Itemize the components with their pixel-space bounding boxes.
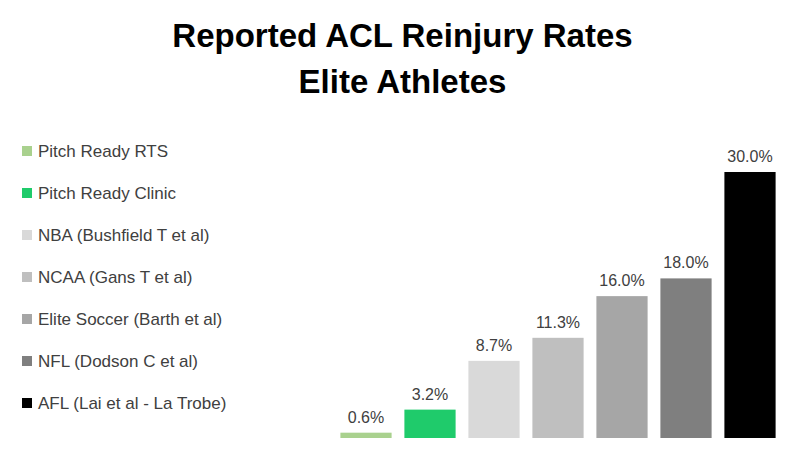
- legend-item: NBA (Bushfield T et al): [22, 226, 209, 245]
- legend: Pitch Ready RTS Pitch Ready Clinic NBA (Bu…: [22, 142, 226, 413]
- legend-label: Pitch Ready RTS: [38, 142, 168, 161]
- chart: Reported ACL Reinjury RatesElite Athlete…: [0, 0, 805, 454]
- legend-item: Pitch Ready Clinic: [22, 184, 176, 203]
- data-label: 11.3%: [536, 314, 580, 331]
- legend-swatch: [22, 356, 32, 366]
- bar: [724, 172, 775, 438]
- title: Reported ACL Reinjury RatesElite Athlete…: [172, 17, 632, 100]
- bar: [532, 338, 583, 438]
- legend-item: Pitch Ready RTS: [22, 142, 168, 161]
- legend-swatch: [22, 272, 32, 282]
- bar: [596, 296, 647, 438]
- data-labels: 0.6% 3.2% 8.7% 11.3% 16.0% 18.0% 30.0%: [348, 148, 773, 426]
- legend-item: Elite Soccer (Barth et al): [22, 310, 222, 329]
- legend-label: Pitch Ready Clinic: [38, 184, 176, 203]
- bar: [404, 410, 455, 438]
- bar: [340, 433, 391, 438]
- legend-swatch: [22, 188, 32, 198]
- bars: [340, 172, 775, 438]
- legend-label: NFL (Dodson C et al): [38, 352, 198, 371]
- legend-item: AFL (Lai et al - La Trobe): [22, 394, 226, 413]
- legend-swatch: [22, 230, 32, 240]
- legend-label: Elite Soccer (Barth et al): [38, 310, 222, 329]
- data-label: 0.6%: [348, 409, 384, 426]
- legend-swatch: [22, 314, 32, 324]
- data-label: 8.7%: [476, 337, 512, 354]
- bar: [660, 278, 711, 438]
- legend-swatch: [22, 146, 32, 156]
- legend-label: NCAA (Gans T et al): [38, 268, 192, 287]
- legend-label: AFL (Lai et al - La Trobe): [38, 394, 226, 413]
- legend-item: NFL (Dodson C et al): [22, 352, 198, 371]
- data-label: 16.0%: [599, 272, 644, 289]
- data-label: 30.0%: [727, 148, 772, 165]
- bar: [468, 361, 519, 438]
- legend-label: NBA (Bushfield T et al): [38, 226, 209, 245]
- legend-item: NCAA (Gans T et al): [22, 268, 192, 287]
- data-label: 3.2%: [412, 386, 448, 403]
- data-label: 18.0%: [663, 254, 708, 271]
- legend-swatch: [22, 398, 32, 408]
